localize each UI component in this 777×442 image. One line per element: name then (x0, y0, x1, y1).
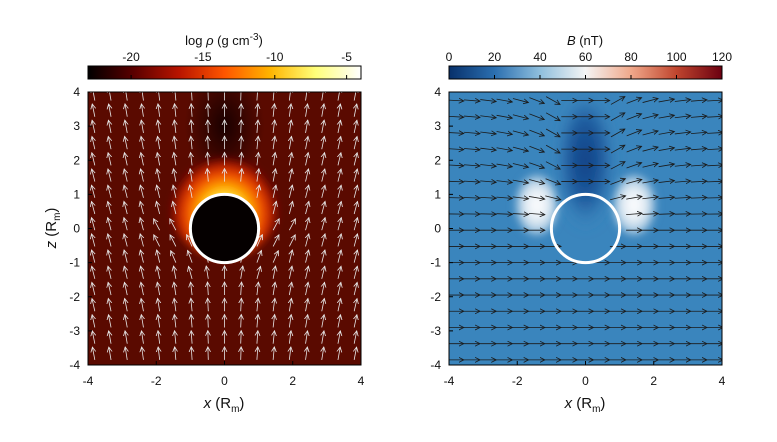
left-colorbar-bar (88, 66, 361, 79)
right-colorbar-tick-label: 20 (488, 50, 502, 64)
left-xlabel: x (Rm) (203, 395, 245, 415)
left-ytick-label: 4 (73, 85, 80, 99)
right-ytick-label: -1 (430, 256, 441, 270)
right-plot-area (448, 90, 723, 365)
right-wake (556, 90, 616, 230)
left-xtick-label: -4 (83, 374, 94, 388)
left-colorbar-tick-label: -5 (341, 50, 352, 64)
left-ytick-label: -2 (69, 290, 80, 304)
right-xtick-label: 0 (582, 374, 589, 388)
left-colorbar-tick-label: -15 (194, 50, 212, 64)
right-panel: 0 20 40 60 80 100 120 B (nT) -4 -2 0 2 4 4 3 2 1 0 -1 -2 -… (430, 33, 732, 415)
left-ytick-label: 0 (73, 222, 80, 236)
right-xtick-label: 2 (650, 374, 657, 388)
right-ytick-label: 0 (434, 222, 441, 236)
flow-arrow (241, 314, 242, 327)
left-colorbar-tick-label: -10 (266, 50, 284, 64)
right-xtick-label: -2 (512, 374, 523, 388)
right-ytick-label: 2 (434, 153, 441, 167)
right-xtick-label: -4 (444, 374, 455, 388)
right-colorbar-tick-label: 0 (446, 50, 453, 64)
right-xtick-label: 4 (719, 374, 726, 388)
right-ytick-label: -2 (430, 290, 441, 304)
left-ylabel: z (Rm) (43, 208, 63, 250)
right-ytick-label: 3 (434, 119, 441, 133)
right-colorbar-tick-label: 120 (712, 50, 732, 64)
right-colorbar-tick-label: 60 (579, 50, 593, 64)
left-ytick-label: -4 (69, 358, 80, 372)
left-xtick-label: 4 (358, 374, 365, 388)
left-xtick-label: 2 (289, 374, 296, 388)
right-colorbar-label: B (nT) (567, 33, 603, 48)
left-ytick-label: 3 (73, 119, 80, 133)
right-colorbar-tick-label: 100 (666, 50, 686, 64)
left-colorbar: -20 -15 -10 -5 log ρ (g cm-3) (88, 32, 361, 79)
right-colorbar-tick-label: 80 (624, 50, 638, 64)
flow-arrow (208, 314, 209, 327)
left-colorbar-label: log ρ (g cm-3) (185, 32, 263, 48)
left-ytick-label: 2 (73, 153, 80, 167)
right-colorbar: 0 20 40 60 80 100 120 B (nT) (446, 33, 733, 79)
right-xlabel: x (Rm) (564, 395, 606, 415)
right-ytick-label: 4 (434, 85, 441, 99)
left-colorbar-tick-label: -20 (122, 50, 140, 64)
right-ytick-label: 1 (434, 187, 441, 201)
left-ytick-label: -3 (69, 324, 80, 338)
left-ytick-label: -1 (69, 256, 80, 270)
left-plot-area (88, 65, 361, 365)
right-ytick-label: -4 (430, 358, 441, 372)
right-colorbar-tick-label: 40 (533, 50, 547, 64)
right-ytick-label: -3 (430, 324, 441, 338)
left-planet (190, 194, 258, 262)
left-xtick-label: -2 (151, 374, 162, 388)
left-ytick-label: 1 (73, 187, 80, 201)
left-xtick-label: 0 (221, 374, 228, 388)
